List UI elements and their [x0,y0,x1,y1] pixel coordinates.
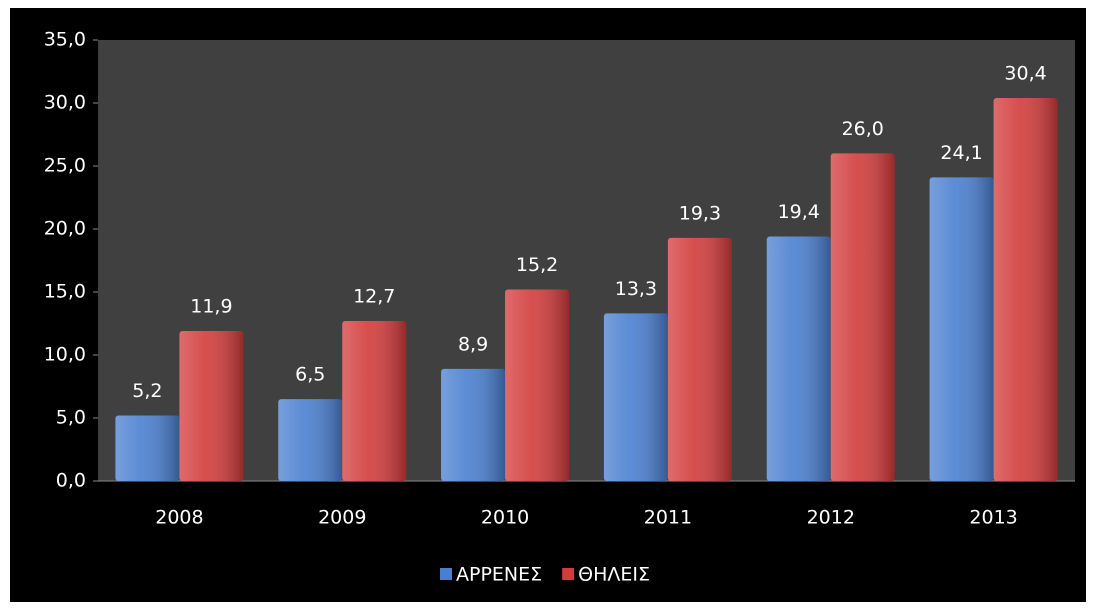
y-tick-label: 5,0 [56,407,86,429]
x-tick-label: 2010 [481,507,529,529]
legend-label: ΘΗΛΕΙΣ [578,564,650,586]
bar-shine [278,399,343,481]
bar-shine [830,153,895,481]
data-label: 6,5 [295,364,325,386]
bar-shine [115,415,180,481]
plot-area [98,40,1075,481]
legend-label: ΑΡΡΕΝΕΣ [456,564,542,586]
data-label: 5,2 [132,380,162,402]
x-tick-label: 2012 [807,507,855,529]
data-label: 15,2 [516,254,558,276]
bar-shine [667,237,732,481]
x-tick-label: 2009 [318,507,366,529]
data-label: 19,4 [778,201,820,223]
x-tick-label: 2011 [644,507,692,529]
legend-swatch [440,568,452,580]
data-label: 8,9 [458,333,488,355]
bar-shine [342,320,407,481]
bar-shine [441,368,506,481]
y-tick-label: 30,0 [44,92,86,114]
y-tick-label: 20,0 [44,218,86,240]
data-label: 26,0 [842,118,884,140]
x-tick-label: 2013 [969,507,1017,529]
data-label: 24,1 [940,142,982,164]
bar-shine [929,177,994,481]
y-tick-label: 35,0 [44,29,86,51]
bar-shine [179,331,244,481]
data-label: 19,3 [679,202,721,224]
bar-shine [603,313,668,481]
bar-shine [993,97,1058,482]
bar-shine [505,289,570,481]
data-label: 30,4 [1004,62,1046,84]
y-tick-label: 0,0 [56,470,86,492]
legend-swatch [562,568,575,580]
data-label: 11,9 [190,296,232,318]
x-tick-label: 2008 [155,507,203,529]
y-tick-label: 15,0 [44,281,86,303]
data-label: 13,3 [615,278,657,300]
y-tick-label: 25,0 [44,155,86,177]
data-label: 12,7 [353,285,395,307]
y-tick-label: 10,0 [44,344,86,366]
bar-shine [766,236,831,481]
